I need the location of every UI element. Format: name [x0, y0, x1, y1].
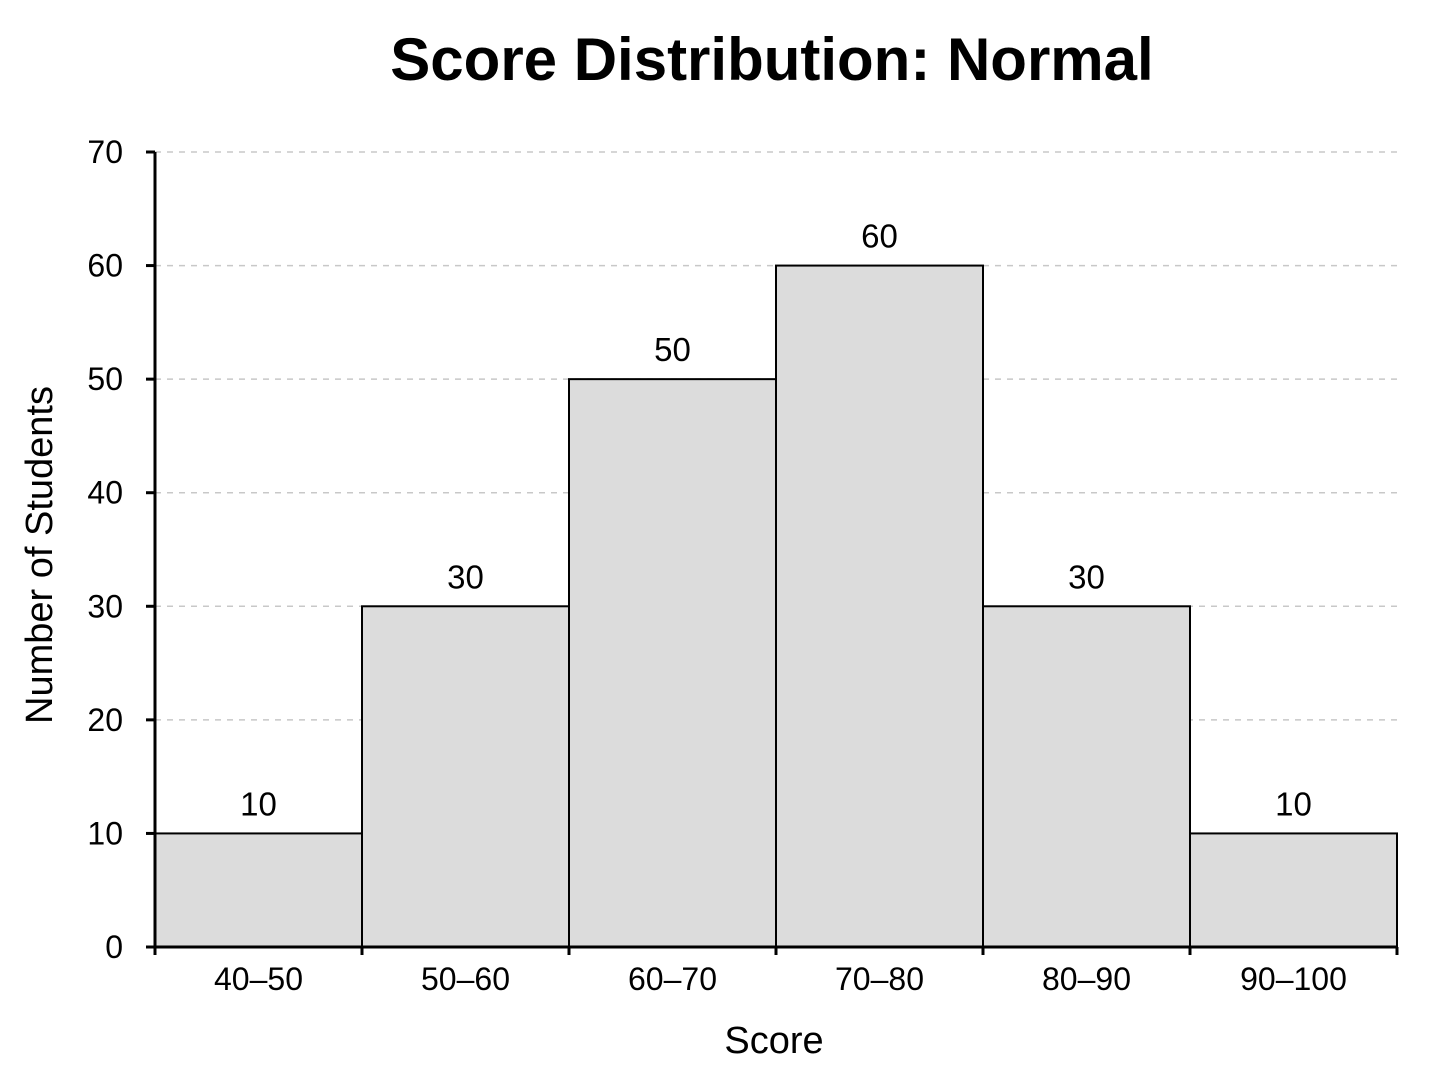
y-tick-label-40: 40: [87, 475, 123, 511]
y-tick-label-60: 60: [87, 248, 123, 284]
data-label-2: 50: [654, 331, 691, 368]
tick-labels: 0 10 20 30 40 50 60 70 40–50 50–60 60–70 70–80 80–90…: [87, 134, 1346, 997]
data-label-5: 10: [1275, 785, 1312, 822]
x-tick-label-1: 50–60: [421, 961, 510, 997]
x-tick-label-3: 70–80: [835, 961, 924, 997]
y-tick-label-70: 70: [87, 134, 123, 170]
data-labels: 10 30 50 60 30 10: [240, 218, 1312, 823]
bar-3: [775, 264, 984, 949]
y-tick-label-50: 50: [87, 361, 123, 397]
x-tick-label-0: 40–50: [214, 961, 303, 997]
data-label-4: 30: [1068, 558, 1105, 595]
y-tick-label-10: 10: [87, 815, 123, 851]
y-tick-label-20: 20: [87, 702, 123, 738]
bars: [154, 264, 1398, 949]
y-axis-label: Number of Students: [19, 386, 61, 724]
y-tick-label-30: 30: [87, 588, 123, 624]
data-label-1: 30: [447, 558, 484, 595]
data-label-0: 10: [240, 785, 277, 822]
x-tick-label-2: 60–70: [628, 961, 717, 997]
bar-0: [154, 832, 363, 949]
x-tick-label-4: 80–90: [1042, 961, 1131, 997]
data-label-3: 60: [861, 218, 898, 255]
bar-4: [982, 605, 1191, 948]
chart-title: Score Distribution: Normal: [390, 26, 1153, 93]
bar-1: [361, 605, 570, 948]
bar-5: [1189, 832, 1398, 949]
y-tick-label-0: 0: [105, 929, 123, 965]
bar-2: [568, 378, 777, 948]
x-tick-label-5: 90–100: [1240, 961, 1347, 997]
x-axis-label: Score: [724, 1020, 823, 1062]
